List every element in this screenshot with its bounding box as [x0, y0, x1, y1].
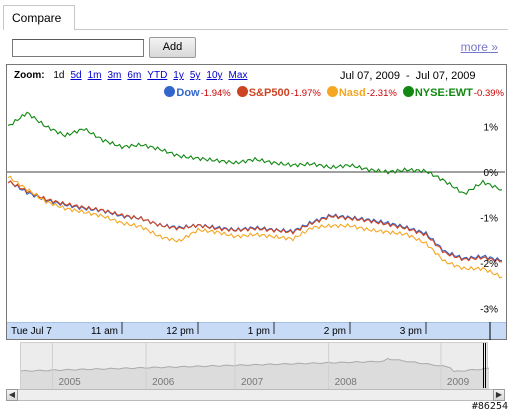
- x-tick-label: 12 pm: [166, 326, 194, 337]
- y-tick-label: 0%: [484, 168, 499, 179]
- legend-dot-icon: [402, 86, 414, 97]
- zoom-option-10y[interactable]: 10y: [206, 70, 223, 81]
- legend-item[interactable]: Dow-1.94%: [164, 86, 231, 99]
- date-range: Jul 07, 2009- Jul 07, 2009: [340, 70, 476, 82]
- overview-range-handle[interactable]: [483, 343, 486, 388]
- line-chart: 1% 0% -1% -2% -3% Tue Jul 7 11 am 12 pm 1 pm 2 pm…: [7, 111, 505, 340]
- x-tick-label: 2 pm: [324, 326, 346, 337]
- legend-item[interactable]: S&P500-1.97%: [236, 86, 321, 99]
- overview-trend: [21, 343, 489, 390]
- legend-series-name: NYSE:EWT: [414, 87, 473, 99]
- zoom-option-max[interactable]: Max: [228, 70, 248, 81]
- series-line-s-p500: [7, 180, 503, 263]
- zoom-label: Zoom:: [14, 70, 45, 81]
- chart-frame: [6, 64, 507, 340]
- zoom-option-5y[interactable]: 5y: [189, 70, 201, 81]
- zoom-option-3m[interactable]: 3m: [107, 70, 122, 81]
- scroll-left-button[interactable]: ◀: [6, 389, 18, 401]
- date-range-separator: -: [405, 70, 410, 82]
- x-tick-label: 11 am: [91, 326, 118, 337]
- overview-year-label: 2005: [58, 377, 81, 388]
- y-tick-label: -3%: [480, 305, 498, 316]
- overview-year-label: 2007: [241, 377, 264, 388]
- arrow-left-icon: ◀: [8, 390, 16, 399]
- legend-series-name: S&P500: [248, 87, 290, 99]
- y-tick-label: -2%: [480, 259, 498, 270]
- legend-series-name: Dow: [176, 87, 200, 99]
- legend-dot-icon: [236, 86, 248, 97]
- arrow-right-icon: ▶: [495, 390, 503, 399]
- date-range-start: Jul 07, 2009: [340, 70, 400, 82]
- series-line-dow: [7, 180, 502, 262]
- legend-item[interactable]: NYSE:EWT-0.39%: [402, 86, 504, 99]
- add-button[interactable]: Add: [149, 37, 196, 58]
- zoom-option-5d[interactable]: 5d: [70, 70, 82, 81]
- date-range-end: Jul 07, 2009: [415, 70, 476, 82]
- legend-dot-icon: [164, 86, 176, 97]
- zoom-option-ytd[interactable]: YTD: [147, 70, 168, 81]
- tab-divider: [3, 29, 508, 30]
- overview-year-label: 2008: [334, 377, 357, 388]
- series-line-nyse-ewt: [7, 111, 503, 195]
- legend-series-change: -0.39%: [473, 88, 504, 99]
- scroll-right-button[interactable]: ▶: [493, 389, 505, 401]
- legend-series-change: -2.31%: [366, 88, 397, 99]
- x-tick-label: 1 pm: [248, 326, 270, 337]
- overview-year-label: 2009: [446, 377, 470, 388]
- zoom-bar: Zoom: 1d 5d 1m 3m 6m YTD 1y 5y 10y Max: [14, 70, 253, 81]
- watermark: #86254: [469, 401, 510, 412]
- legend-series-name: Nasd: [338, 87, 366, 99]
- y-tick-label: -1%: [480, 214, 498, 225]
- x-tick-label: Tue Jul 7: [11, 326, 52, 337]
- zoom-option-1y[interactable]: 1y: [173, 70, 184, 81]
- legend-dot-icon: [326, 86, 338, 97]
- tab-compare[interactable]: Compare: [3, 5, 75, 30]
- overview-year-label: 2006: [152, 377, 175, 388]
- time-axis-bar: [7, 322, 506, 339]
- x-tick-label: 3 pm: [400, 326, 422, 337]
- series-line-nasd: [7, 175, 503, 279]
- chart-legend: Dow-1.94% S&P500-1.97% Nasd-2.31% NYSE:EWT-…: [158, 86, 504, 99]
- more-link[interactable]: more »: [460, 40, 498, 54]
- compare-symbol-input[interactable]: [12, 39, 144, 57]
- overview-line: [21, 357, 489, 373]
- zoom-option-1m[interactable]: 1m: [87, 70, 102, 81]
- zoom-option-1d[interactable]: 1d: [53, 70, 65, 81]
- legend-item[interactable]: Nasd-2.31%: [326, 86, 397, 99]
- overview-area: [21, 358, 489, 390]
- scroll-track[interactable]: [18, 389, 493, 401]
- legend-series-change: -1.97%: [290, 88, 321, 99]
- y-tick-label: 1%: [484, 122, 499, 133]
- overview-chart[interactable]: 2005 2006 2007 2008 2009: [20, 342, 489, 390]
- legend-series-change: -1.94%: [200, 88, 231, 99]
- zoom-option-6m[interactable]: 6m: [127, 70, 142, 81]
